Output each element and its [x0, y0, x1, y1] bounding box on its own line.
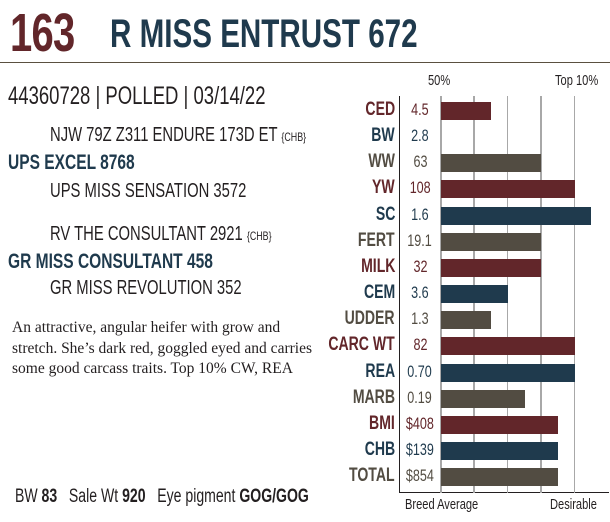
gridline	[573, 96, 576, 493]
sire: UPS EXCEL 8768	[8, 151, 135, 174]
animal-name: R MISS ENTRUST 672	[110, 12, 418, 56]
trait-label: REA	[365, 360, 395, 382]
trait-bar	[441, 441, 558, 460]
trait-label: BW	[371, 125, 395, 147]
top-label-50: 50%	[428, 72, 451, 89]
trait-value: 1.3	[411, 309, 429, 329]
dam-dam: GR MISS REVOLUTION 352	[50, 277, 242, 299]
top-label-top10: Top 10%	[555, 72, 599, 89]
trait-value: 32	[412, 256, 427, 276]
registration-line: 44360728 | POLLED | 03/14/22	[8, 82, 266, 110]
trait-value: 1.6	[411, 204, 429, 224]
bottom-label-desirable: Desirable	[550, 496, 597, 513]
trait-value: 63	[412, 152, 427, 172]
trait-bar	[441, 415, 558, 434]
trait-bar	[441, 468, 558, 487]
trait-label: TOTAL	[349, 465, 395, 487]
trait-label: CEM	[363, 282, 395, 304]
epd-chart	[399, 96, 609, 493]
sale-wt-label: Sale Wt	[68, 486, 119, 507]
trait-label: MILK	[360, 255, 395, 277]
sire-sire: NJW 79Z Z311 ENDURE 173D ET {CHB}	[50, 124, 307, 146]
trait-bar	[441, 389, 525, 408]
trait-label: CHB	[364, 438, 395, 460]
trait-value: 108	[409, 178, 431, 198]
dam: GR MISS CONSULTANT 458	[8, 250, 213, 273]
gridline	[540, 96, 542, 493]
trait-value: 82	[412, 335, 427, 355]
trait-value: 2.8	[411, 126, 429, 146]
eye-label: Eye pigment	[157, 486, 236, 507]
trait-value: 19.1	[407, 230, 433, 250]
gridline	[440, 96, 442, 493]
bw-value: 83	[41, 486, 58, 507]
trait-label: CARC WT	[328, 334, 395, 356]
trait-label: YW	[372, 177, 395, 199]
eye-value: GOG/GOG	[239, 486, 309, 507]
trait-value: 4.5	[411, 100, 429, 119]
trait-value: $854	[405, 466, 434, 486]
trait-bar	[441, 154, 542, 173]
trait-bar	[441, 180, 575, 199]
trait-bar	[441, 311, 492, 330]
trait-value: 0.70	[407, 361, 433, 381]
trait-bar	[441, 337, 575, 356]
sire-dam: UPS MISS SENSATION 3572	[50, 180, 247, 202]
trait-label: MARB	[352, 386, 395, 408]
footer-stats: BW 83 Sale Wt 920 Eye pigment GOG/GOG	[15, 486, 412, 508]
trait-bar	[441, 285, 508, 304]
description: An attractive, angular heifer with grow …	[12, 319, 312, 377]
trait-bar	[441, 258, 542, 277]
sale-wt-value: 920	[122, 486, 146, 507]
trait-label: WW	[368, 151, 395, 173]
trait-label: BMI	[369, 412, 395, 434]
header-divider	[0, 62, 610, 63]
bottom-label-breed-average: Breed Average	[405, 496, 479, 513]
trait-bar	[441, 102, 492, 120]
trait-value: $139	[405, 439, 434, 459]
trait-label: SC	[375, 203, 395, 225]
trait-bar	[441, 206, 592, 225]
dam-sire: RV THE CONSULTANT 2921 {CHB}	[50, 223, 272, 245]
lot-number: 163	[10, 3, 75, 63]
trait-bar	[441, 363, 575, 382]
trait-label: CED	[365, 99, 395, 120]
trait-value: 0.19	[407, 387, 433, 407]
trait-label: UDDER	[345, 308, 395, 330]
trait-value: 3.6	[411, 283, 429, 303]
trait-bar	[441, 232, 542, 251]
trait-label: FERT	[358, 229, 395, 251]
bw-label: BW	[15, 486, 38, 507]
trait-value: $408	[405, 413, 434, 433]
